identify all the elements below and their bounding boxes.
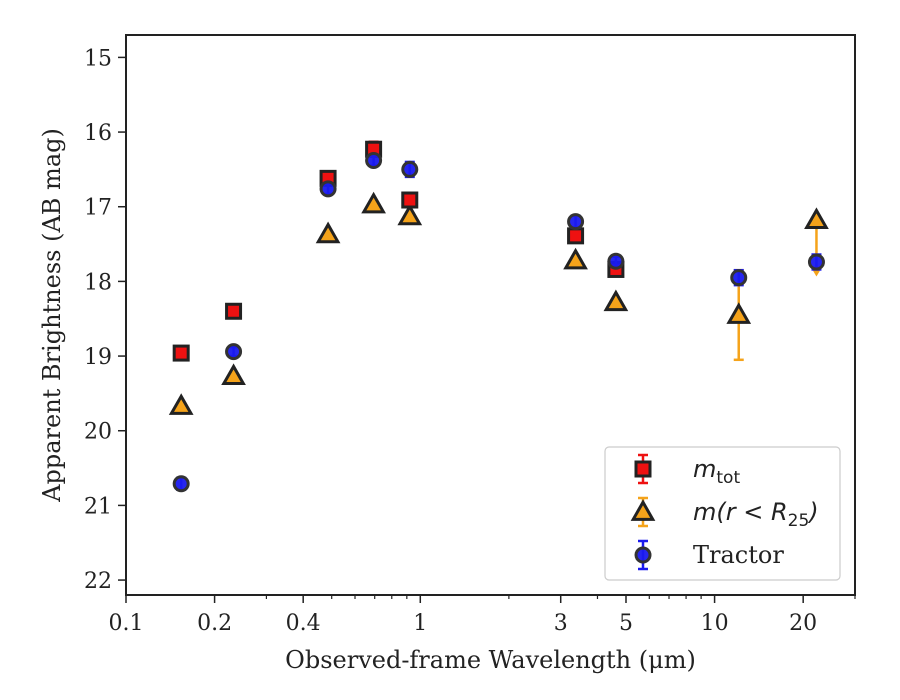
data-point xyxy=(401,160,419,178)
data-point xyxy=(730,269,748,287)
data-point xyxy=(168,393,194,415)
legend-label-main: m xyxy=(693,455,716,483)
data-point xyxy=(172,344,190,362)
y-tick-label: 22 xyxy=(84,569,112,594)
axes: 0.1 0.2 0.4 1 3 5 10 20 15 16 17 18 19 20 21 22 xyxy=(84,46,856,636)
data-point xyxy=(221,363,246,386)
data-point xyxy=(397,203,423,226)
x-tick-label: 20 xyxy=(789,611,817,636)
x-tick-label: 1 xyxy=(413,611,427,636)
legend-entry: Tractor xyxy=(634,539,784,571)
y-tick-label: 17 xyxy=(84,196,112,221)
plot-frame xyxy=(125,34,856,596)
legend-entry: mtot xyxy=(634,453,740,488)
data-point xyxy=(726,302,752,324)
y-tick-label: 16 xyxy=(84,121,112,146)
data-point xyxy=(315,221,341,244)
x-tick-label: 0.4 xyxy=(286,611,321,636)
data-point xyxy=(807,253,825,271)
legend-box xyxy=(604,446,841,581)
data-point xyxy=(603,289,629,312)
data-point xyxy=(563,247,588,270)
data-point xyxy=(225,302,243,320)
plot-area xyxy=(168,140,829,493)
data-point xyxy=(607,252,625,270)
data-point xyxy=(567,227,585,245)
data-point xyxy=(319,180,337,198)
legend-label: m(r < R25) xyxy=(693,498,819,531)
data-point xyxy=(361,191,386,214)
data-point xyxy=(567,213,585,231)
data-point xyxy=(225,343,243,361)
x-axis-title: Observed-frame Wavelength (μm) xyxy=(285,646,696,674)
legend: mtot m(r < R25) Tractor xyxy=(604,446,841,581)
data-point xyxy=(172,475,190,493)
legend-label-sub: tot xyxy=(716,468,740,488)
y-tick-label: 19 xyxy=(84,345,112,370)
legend-marker xyxy=(630,499,656,521)
x-tick-label: 0.2 xyxy=(197,611,232,636)
legend-entry: m(r < R25) xyxy=(630,496,819,531)
series-circle xyxy=(172,151,825,493)
legend-label-main: m(r < R xyxy=(693,498,788,526)
data-point xyxy=(401,191,419,209)
legend-marker xyxy=(634,460,652,478)
y-tick-label: 15 xyxy=(84,46,112,71)
legend-marker xyxy=(634,546,652,564)
x-tick-label: 10 xyxy=(701,611,729,636)
y-tick-label: 20 xyxy=(84,420,112,445)
legend-label-sub: 25 xyxy=(788,511,810,531)
legend-label: Tractor xyxy=(693,541,784,569)
data-point xyxy=(804,207,829,230)
y-axis-title: Apparent Brightness (AB mag) xyxy=(38,128,66,503)
x-tick-label: 5 xyxy=(619,611,633,636)
series-triangle xyxy=(168,191,829,415)
data-point xyxy=(365,151,383,169)
legend-label-close: ) xyxy=(807,498,818,526)
x-tick-label: 0.1 xyxy=(109,611,144,636)
y-tick-label: 18 xyxy=(84,270,112,295)
legend-label: mtot xyxy=(693,455,740,488)
x-tick-label: 3 xyxy=(554,611,568,636)
y-tick-label: 21 xyxy=(84,494,112,519)
